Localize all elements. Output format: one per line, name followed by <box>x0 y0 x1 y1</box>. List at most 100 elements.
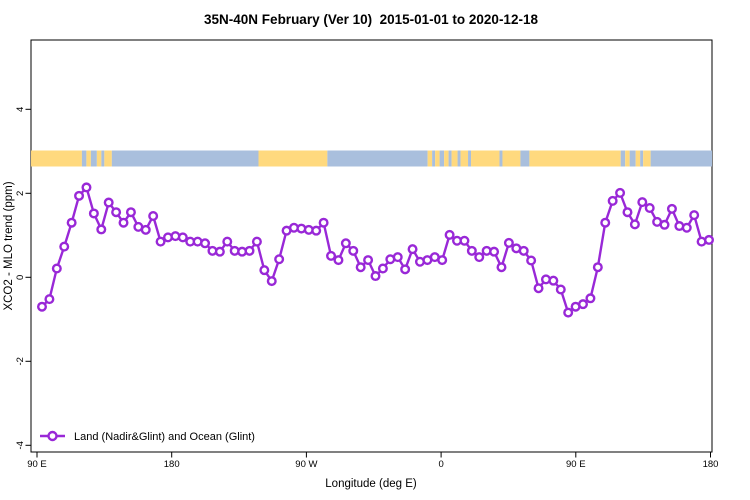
strip-segment-ocean <box>327 150 428 167</box>
data-point <box>578 299 589 310</box>
strip-segment-land <box>625 150 630 167</box>
data-point <box>666 203 677 214</box>
strip-segment-land <box>529 150 621 167</box>
strip-segment-land <box>258 150 328 167</box>
data-point <box>600 217 611 228</box>
strip-segment-ocean <box>101 150 105 167</box>
data-point <box>348 245 359 256</box>
data-point <box>333 255 344 266</box>
strip-segment-land <box>451 150 458 167</box>
strip-segment-ocean <box>499 150 503 167</box>
data-point <box>585 293 596 304</box>
strip-segment-ocean <box>439 150 445 167</box>
data-point <box>637 197 648 208</box>
data-point <box>125 207 136 218</box>
data-point <box>474 252 485 263</box>
x-tick-label: 90 E <box>566 459 586 470</box>
strip-segment-land <box>635 150 641 167</box>
strip-segment-ocean <box>81 150 87 167</box>
strip-segment-land <box>86 150 91 167</box>
data-point <box>466 245 477 256</box>
strip-segment-ocean <box>629 150 636 167</box>
x-tick-label: 180 <box>703 459 719 470</box>
data-point <box>563 307 574 318</box>
strip-segment-ocean <box>111 150 259 167</box>
strip-segment-ocean <box>650 150 712 167</box>
strip-segment-land <box>502 150 521 167</box>
data-point <box>644 202 655 213</box>
data-point <box>140 224 151 235</box>
data-point <box>274 254 285 265</box>
data-point <box>681 222 692 233</box>
strip-segment-ocean <box>457 150 461 167</box>
data-point <box>355 262 366 273</box>
strip-segment-ocean <box>90 150 97 167</box>
data-point <box>592 262 603 273</box>
y-tick-label: -4 <box>15 441 26 449</box>
data-point <box>214 246 225 257</box>
y-axis-label: XCO2 - MLO trend (ppm) <box>3 181 15 310</box>
strip-segment-ocean <box>520 150 530 167</box>
strip-segment-land <box>471 150 500 167</box>
data-point <box>51 263 62 274</box>
data-point <box>177 232 188 243</box>
data-point <box>259 265 270 276</box>
data-point <box>629 219 640 230</box>
x-tick-label: 90 E <box>27 459 47 470</box>
data-point <box>526 255 537 266</box>
plot-box <box>30 39 713 453</box>
data-point <box>496 262 507 273</box>
strip-segment-ocean <box>640 150 644 167</box>
data-point <box>459 235 470 246</box>
data-point <box>244 245 255 256</box>
data-point <box>88 208 99 219</box>
x-tick-label: 0 <box>438 459 443 470</box>
strip-segment-land <box>104 150 112 167</box>
data-point <box>489 246 500 257</box>
strip-segment-land <box>427 150 433 167</box>
strip-segment-ocean <box>468 150 472 167</box>
strip-segment-land <box>96 150 102 167</box>
data-point <box>37 301 48 312</box>
y-tick-label: -2 <box>15 357 26 365</box>
strip-segment-land <box>31 150 82 167</box>
data-point <box>318 217 329 228</box>
strip-segment-land <box>643 150 651 167</box>
series-line <box>40 186 711 314</box>
data-point <box>222 236 233 247</box>
data-point <box>615 187 626 198</box>
data-point <box>392 252 403 263</box>
data-point <box>200 238 211 249</box>
data-point <box>103 197 114 208</box>
data-point <box>111 207 122 218</box>
data-point <box>96 224 107 235</box>
x-tick-label: 180 <box>164 459 180 470</box>
data-point <box>118 217 129 228</box>
legend-label: Land (Nadir&Glint) and Ocean (Glint) <box>74 431 255 443</box>
data-point <box>74 190 85 201</box>
data-point <box>622 207 633 218</box>
data-point <box>148 210 159 221</box>
data-point <box>533 283 544 294</box>
data-point <box>370 271 381 282</box>
data-point <box>251 236 262 247</box>
data-point <box>81 182 92 193</box>
data-point <box>326 250 337 261</box>
legend: Land (Nadir&Glint) and Ocean (Glint) <box>40 430 255 443</box>
data-series <box>37 182 715 318</box>
data-point <box>407 244 418 255</box>
data-point <box>548 275 559 286</box>
data-point <box>44 294 55 305</box>
data-point <box>66 217 77 228</box>
y-tick-label: 4 <box>15 107 26 112</box>
data-point <box>311 225 322 236</box>
data-point <box>607 195 618 206</box>
strip-segment-land <box>444 150 449 167</box>
y-tick-label: 0 <box>15 275 26 280</box>
data-point <box>437 255 448 266</box>
axis-ticks: 90 E 180 90 W 0 90 E 180 4 2 0 -2 -4 <box>15 107 718 470</box>
data-point <box>659 219 670 230</box>
data-point <box>400 264 411 275</box>
